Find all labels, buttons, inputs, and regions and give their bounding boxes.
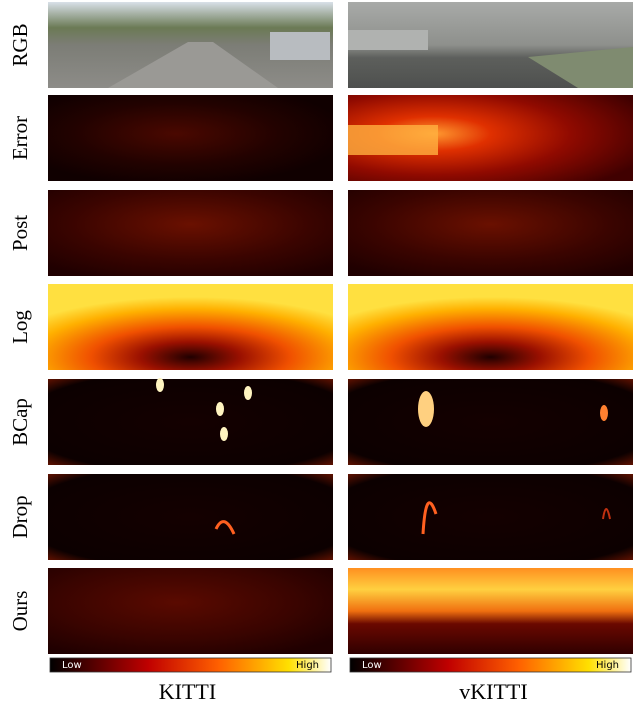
panel <box>348 568 633 654</box>
colorbar <box>50 658 331 672</box>
spot <box>156 378 164 392</box>
spot <box>600 405 608 421</box>
column-label: vKITTI <box>459 679 527 704</box>
panel-image <box>348 190 633 276</box>
panel <box>48 474 333 560</box>
panel-image <box>48 190 333 276</box>
wall <box>270 32 330 60</box>
row-label: BCap <box>8 398 32 446</box>
panel-image <box>348 568 633 654</box>
column-label: KITTI <box>159 679 216 704</box>
panel-image <box>48 95 333 181</box>
panel <box>348 190 633 276</box>
panel <box>48 568 333 654</box>
colorbar-low: Low <box>62 660 82 671</box>
spot <box>244 386 252 400</box>
row-label: Ours <box>8 591 32 632</box>
panel-image <box>48 568 333 654</box>
row-label: RGB <box>8 23 32 66</box>
panel-image <box>348 379 633 465</box>
row-label: Drop <box>8 495 32 538</box>
figure: RGB Error Post Log BCap Drop Ours Low High KITTI L… <box>0 0 635 706</box>
panel-image <box>48 474 333 560</box>
colorbar-high: High <box>596 660 619 671</box>
panel-image <box>48 284 333 370</box>
panel <box>348 95 633 181</box>
spot <box>418 391 434 427</box>
colorbar-high: High <box>296 660 319 671</box>
panel <box>348 2 633 88</box>
colorbar <box>350 658 631 672</box>
panel <box>348 379 633 465</box>
panel <box>348 284 633 370</box>
row-label: Log <box>8 310 32 344</box>
panel <box>48 284 333 370</box>
glow <box>348 125 438 155</box>
guardrail <box>348 30 428 50</box>
panel <box>48 95 333 181</box>
spot <box>216 402 224 416</box>
panel <box>348 474 633 560</box>
panel-image <box>348 474 633 560</box>
panel-image <box>48 379 333 465</box>
panel-image <box>348 284 633 370</box>
row-label: Error <box>8 116 32 160</box>
panel <box>48 2 333 88</box>
panel <box>48 190 333 276</box>
row-label: Post <box>8 215 32 251</box>
panel <box>48 378 333 465</box>
spot <box>220 427 228 441</box>
colorbar-low: Low <box>362 660 382 671</box>
